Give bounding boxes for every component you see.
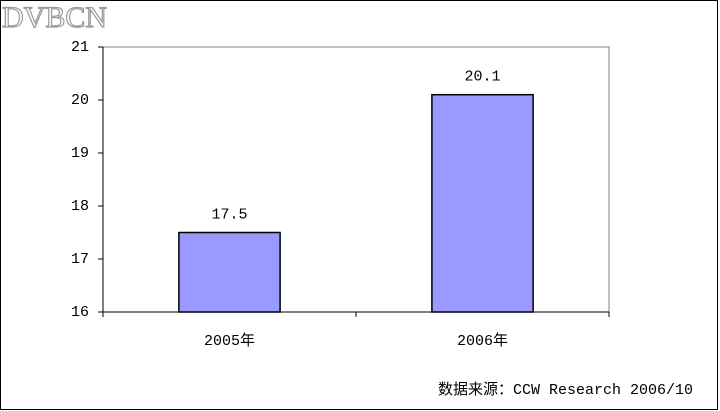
y-tick-label: 16: [71, 304, 89, 321]
y-tick-label: 19: [71, 145, 89, 162]
bar: [178, 231, 281, 313]
x-tick-label: 2006年: [457, 332, 508, 350]
y-tick-label: 21: [71, 39, 89, 56]
y-tick-label: 17: [71, 251, 89, 268]
source-note: 数据来源：CCW Research 2006/10: [438, 381, 693, 399]
y-tick-label: 18: [71, 198, 89, 215]
watermark: DVBCN: [2, 1, 107, 34]
data-label: 17.5: [211, 206, 247, 223]
x-tick-label: 2005年: [204, 332, 255, 350]
data-label: 20.1: [464, 69, 500, 86]
bar: [431, 93, 534, 313]
y-tick-label: 20: [71, 92, 89, 109]
